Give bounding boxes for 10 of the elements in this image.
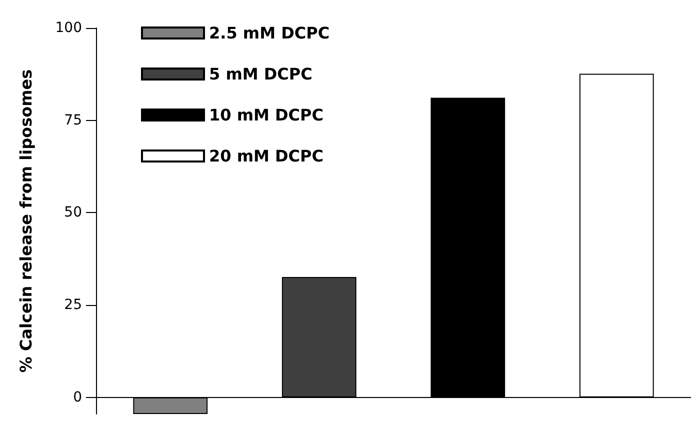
legend-label: 10 mM DCPC bbox=[209, 106, 324, 124]
y-tick-label: 100 bbox=[55, 20, 82, 36]
y-tick-label: 50 bbox=[64, 204, 82, 221]
y-tick-label: 75 bbox=[64, 112, 82, 128]
legend-label: 2.5 mM DCPC bbox=[209, 24, 330, 42]
y-tick-label: 25 bbox=[64, 297, 82, 314]
legend-label: 20 mM DCPC bbox=[209, 146, 324, 166]
y-axis-title: % Calcein release from liposomes bbox=[16, 69, 36, 373]
legend-label: 5 mM DCPC bbox=[209, 64, 312, 84]
y-tick-label: 0 bbox=[73, 389, 82, 406]
